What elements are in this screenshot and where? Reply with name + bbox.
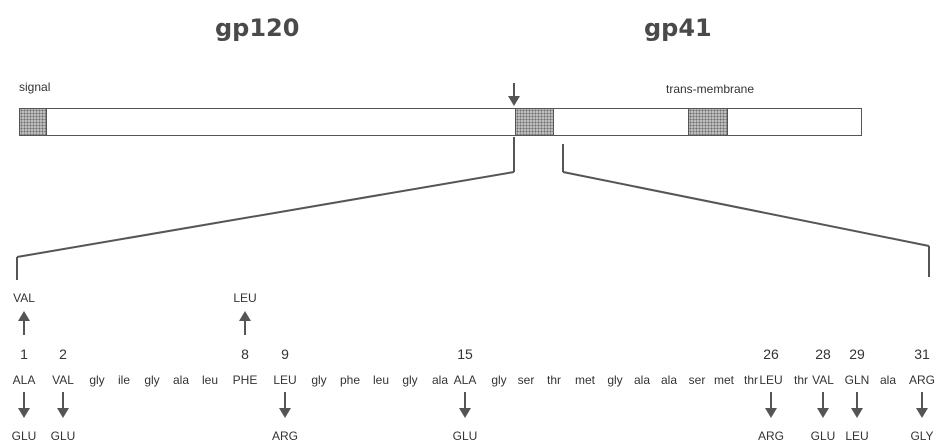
residue: ala <box>660 373 678 387</box>
mutation-up-label: LEU <box>233 291 257 305</box>
residue: met <box>713 373 735 387</box>
mutation-down-arrow <box>851 392 863 418</box>
residue-number: 9 <box>281 346 289 362</box>
mutation-down-label: ARG <box>757 429 785 443</box>
signal-peptide-region <box>19 108 47 136</box>
mutation-down-arrow <box>18 392 30 418</box>
residue: gly <box>89 373 105 387</box>
residue-number: 2 <box>59 346 67 362</box>
residue: ala <box>431 373 449 387</box>
signal-label: signal <box>19 80 51 94</box>
residue: thr <box>546 373 562 387</box>
zoom-line-right-diagonal <box>562 171 930 247</box>
residue-number: 15 <box>457 346 473 362</box>
residue: VAL <box>52 373 74 387</box>
residue: LEU <box>273 373 297 387</box>
mutation-down-label: GLY <box>910 429 934 443</box>
mutation-down-label: GLU <box>810 429 836 443</box>
mutation-down-arrow <box>459 392 471 418</box>
mutation-down-label: GLU <box>50 429 76 443</box>
residue-number: 1 <box>20 346 28 362</box>
residue: gly <box>144 373 160 387</box>
residue-number: 29 <box>849 346 865 362</box>
mutation-up-label: VAL <box>13 291 35 305</box>
transmembrane-region <box>688 108 728 136</box>
residue-number: 26 <box>763 346 779 362</box>
residue: phe <box>339 373 361 387</box>
fusion-peptide-region <box>515 108 554 136</box>
mutation-up-arrow <box>239 311 251 335</box>
residue-number: 31 <box>914 346 930 362</box>
residue: LEU <box>759 373 783 387</box>
residue: ala <box>172 373 190 387</box>
residue: ALA <box>12 373 36 387</box>
heading-gp120: gp120 <box>215 14 300 42</box>
residue: ser <box>688 373 706 387</box>
mutation-down-label: GLU <box>11 429 37 443</box>
zoom-line-left-diagonal <box>16 171 515 258</box>
residue: GLN <box>844 373 870 387</box>
residue: met <box>574 373 596 387</box>
mutation-down-label: GLU <box>452 429 478 443</box>
residue: ala <box>879 373 897 387</box>
residue: ARG <box>908 373 936 387</box>
residue-number: 8 <box>241 346 249 362</box>
mutation-up-arrow <box>18 311 30 335</box>
residue: gly <box>311 373 327 387</box>
residue: gly <box>607 373 623 387</box>
heading-gp41: gp41 <box>644 14 712 42</box>
residue: thr <box>793 373 809 387</box>
residue: gly <box>402 373 418 387</box>
mutation-down-label: LEU <box>845 429 869 443</box>
mutation-down-arrow <box>916 392 928 418</box>
transmembrane-label: trans-membrane <box>666 82 755 96</box>
residue: gly <box>491 373 507 387</box>
cleavage-arrow-head <box>508 96 520 106</box>
mutation-down-arrow <box>57 392 69 418</box>
residue: thr <box>743 373 759 387</box>
residue: leu <box>201 373 219 387</box>
residue: ile <box>117 373 131 387</box>
residue: PHE <box>232 373 258 387</box>
residue: ALA <box>453 373 477 387</box>
mutation-down-label: ARG <box>271 429 299 443</box>
residue-number: 28 <box>815 346 831 362</box>
mutation-down-arrow <box>817 392 829 418</box>
residue: leu <box>372 373 390 387</box>
mutation-down-arrow <box>765 392 777 418</box>
mutation-down-arrow <box>279 392 291 418</box>
residue: VAL <box>812 373 834 387</box>
residue: ala <box>633 373 651 387</box>
residue: ser <box>517 373 535 387</box>
